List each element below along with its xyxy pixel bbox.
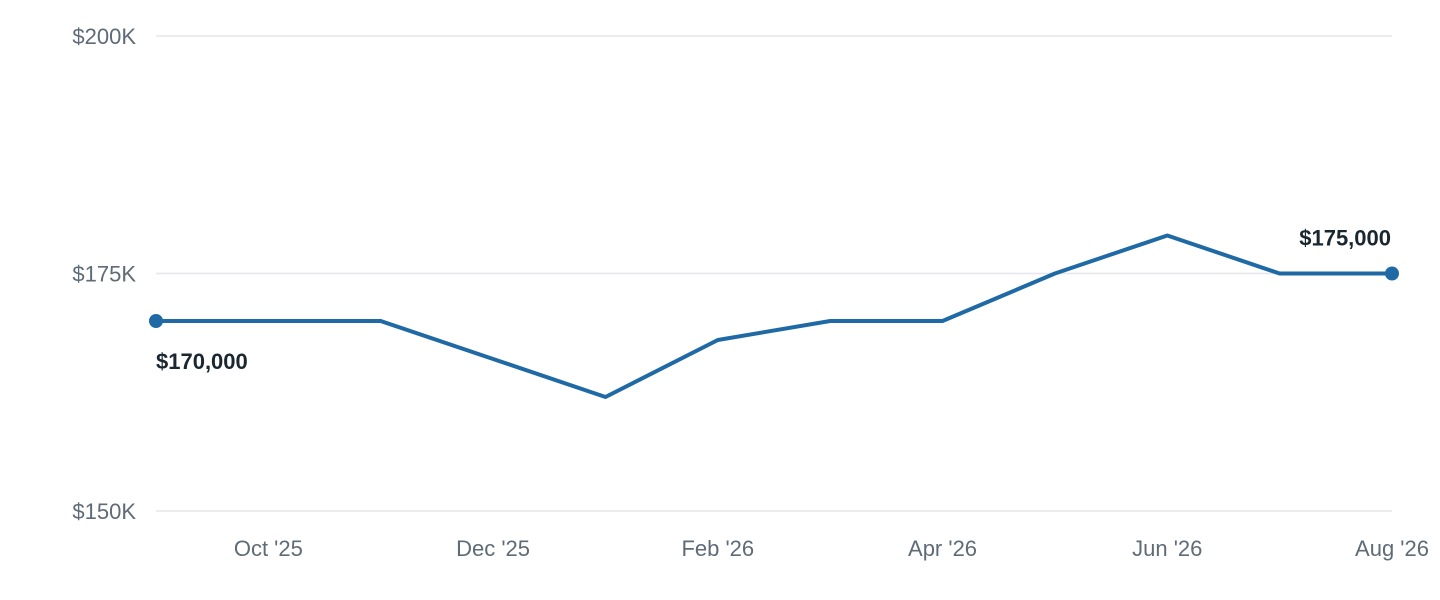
x-tick-label: Oct '25 bbox=[234, 536, 303, 561]
x-axis-ticks: Oct '25 Dec '25 Feb '26 Apr '26 Jun '26 Aug '… bbox=[234, 536, 1429, 561]
data-point-marker bbox=[1385, 266, 1399, 281]
grid-layer bbox=[156, 35, 1392, 512]
y-tick-label: $175K bbox=[72, 262, 136, 287]
annotation-layer: $170,000 $175,000 bbox=[149, 226, 1399, 374]
data-point-label: $175,000 bbox=[1299, 226, 1391, 251]
data-point-label: $170,000 bbox=[156, 349, 248, 374]
y-tick-label: $150K bbox=[72, 499, 136, 524]
series-line bbox=[154, 233, 1394, 399]
x-tick-label: Jun '26 bbox=[1132, 536, 1202, 561]
data-point-marker bbox=[149, 314, 163, 328]
y-tick-label: $200K bbox=[72, 24, 136, 49]
x-tick-label: Apr '26 bbox=[908, 536, 977, 561]
x-tick-label: Dec '25 bbox=[456, 536, 530, 561]
y-axis-ticks: $200K $175K $150K bbox=[72, 24, 136, 524]
series-layer bbox=[154, 233, 1394, 399]
x-tick-label: Feb '26 bbox=[681, 536, 754, 561]
x-tick-label: Aug '26 bbox=[1355, 536, 1429, 561]
